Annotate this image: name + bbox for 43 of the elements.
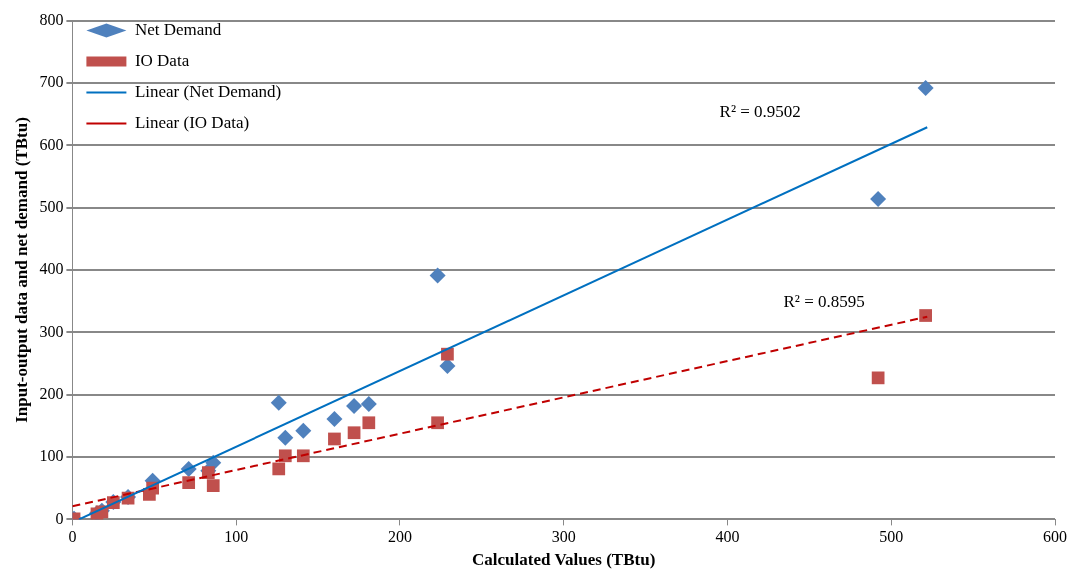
- point: [182, 476, 196, 489]
- point: [919, 309, 932, 322]
- x-tick-label: 0: [68, 528, 77, 546]
- point: [278, 449, 292, 463]
- y-tick-label: 500: [39, 197, 64, 215]
- point: [362, 416, 376, 430]
- y-axis-title: Input-output data and net demand (TBtu): [11, 117, 31, 423]
- point: [277, 429, 294, 446]
- annotation: R² = 0.8595: [783, 291, 865, 311]
- y-tick-label: 800: [39, 10, 64, 28]
- point: [429, 267, 446, 284]
- point: [439, 358, 456, 375]
- legend-label: Linear (IO Data): [134, 112, 250, 132]
- y-tick-label: 100: [39, 447, 64, 465]
- x-tick-label: 300: [551, 528, 576, 546]
- annotation: R² = 0.9502: [719, 102, 801, 122]
- point: [328, 432, 341, 446]
- point: [346, 397, 363, 414]
- y-tick-label: 600: [39, 135, 64, 153]
- x-tick-label: 600: [1043, 528, 1067, 546]
- point: [326, 411, 343, 428]
- point: [917, 79, 934, 96]
- point: [360, 396, 377, 413]
- point: [870, 190, 887, 207]
- x-tick-label: 400: [715, 528, 740, 546]
- y-tick-label: 200: [39, 384, 64, 402]
- point: [201, 466, 215, 479]
- x-tick-label: 500: [879, 528, 904, 546]
- point: [295, 422, 312, 439]
- legend-label: IO Data: [134, 50, 190, 70]
- point: [272, 462, 286, 476]
- x-tick-label: 200: [387, 528, 412, 546]
- x-axis-title: Calculated Values (TBtu): [472, 550, 656, 570]
- x-tick-label: 100: [224, 528, 249, 546]
- legend-label: Linear (Net Demand): [134, 81, 282, 101]
- point: [347, 426, 361, 440]
- point: [206, 479, 220, 493]
- y-tick-label: 300: [39, 322, 64, 340]
- y-tick-label: 700: [39, 73, 64, 91]
- y-tick-label: 0: [55, 509, 64, 527]
- y-tick-label: 400: [39, 260, 64, 278]
- point: [270, 394, 287, 411]
- legend-label: Net Demand: [134, 19, 222, 39]
